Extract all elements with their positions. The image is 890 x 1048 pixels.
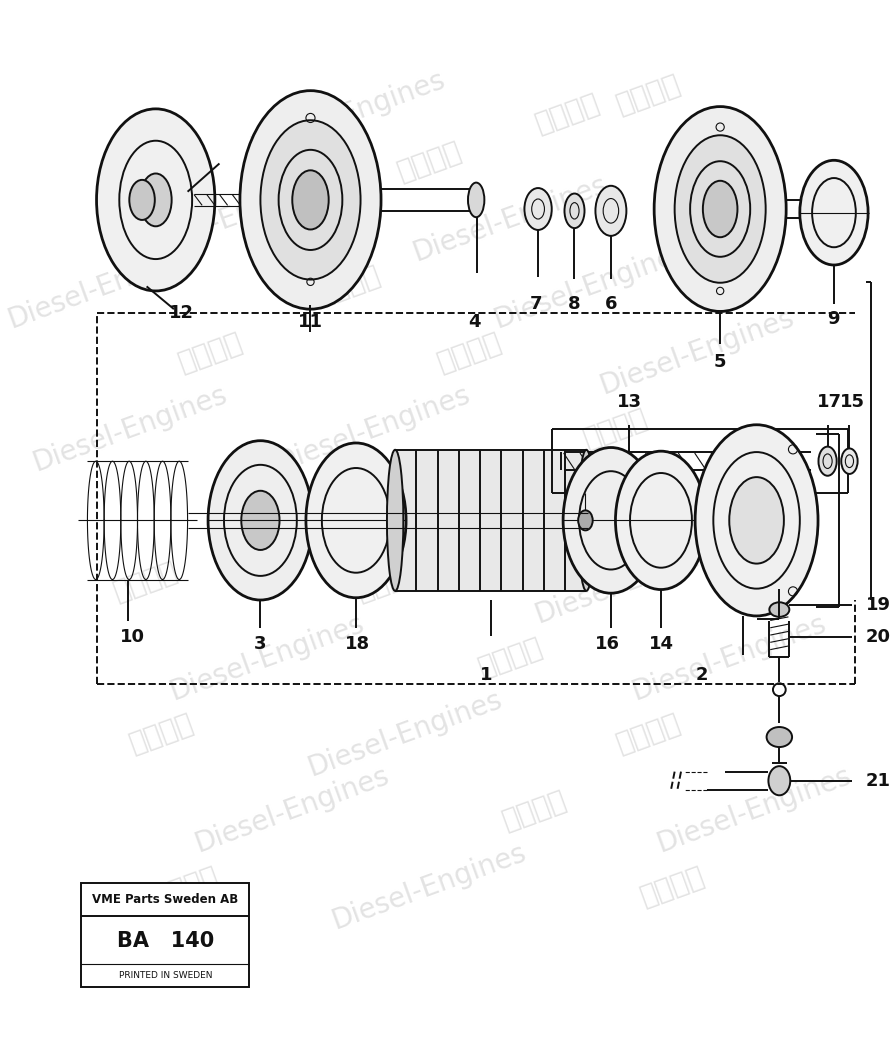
- Text: 18: 18: [345, 635, 370, 653]
- Text: 14: 14: [650, 635, 675, 653]
- Ellipse shape: [578, 450, 595, 591]
- Text: 6: 6: [604, 294, 617, 312]
- Text: 紫发动力: 紫发动力: [717, 194, 789, 243]
- Ellipse shape: [800, 160, 868, 265]
- Ellipse shape: [387, 450, 403, 591]
- Text: 紫发动力: 紫发动力: [498, 786, 570, 835]
- Ellipse shape: [578, 510, 593, 530]
- Text: 12: 12: [169, 304, 194, 322]
- Ellipse shape: [769, 603, 789, 617]
- Ellipse shape: [240, 91, 381, 309]
- Ellipse shape: [140, 174, 172, 226]
- Text: 19: 19: [866, 596, 890, 614]
- Text: 紫发动力: 紫发动力: [150, 863, 222, 911]
- Text: 紫发动力: 紫发动力: [125, 709, 198, 759]
- Ellipse shape: [563, 447, 659, 593]
- Text: Diesel-Engines: Diesel-Engines: [409, 171, 611, 267]
- Text: 紫发动力: 紫发动力: [312, 261, 384, 310]
- Text: 紫发动力: 紫发动力: [109, 556, 182, 606]
- Text: 21: 21: [866, 771, 890, 790]
- Text: 13: 13: [617, 393, 642, 411]
- Text: 紫发动力: 紫发动力: [636, 863, 708, 911]
- Ellipse shape: [564, 194, 585, 228]
- Text: 紫发动力: 紫发动力: [206, 480, 279, 529]
- Text: Diesel-Engines: Diesel-Engines: [303, 685, 506, 782]
- Ellipse shape: [616, 452, 707, 590]
- Text: Diesel-Engines: Diesel-Engines: [125, 171, 328, 267]
- Text: Diesel-Engines: Diesel-Engines: [190, 762, 392, 858]
- Text: 紫发动力: 紫发动力: [531, 89, 603, 138]
- Ellipse shape: [768, 766, 790, 795]
- Text: Diesel-Engines: Diesel-Engines: [4, 237, 206, 333]
- Ellipse shape: [241, 490, 279, 550]
- Ellipse shape: [306, 443, 406, 597]
- Text: VME Parts Sweden AB: VME Parts Sweden AB: [93, 893, 239, 905]
- Ellipse shape: [695, 424, 818, 616]
- Ellipse shape: [729, 477, 784, 564]
- Ellipse shape: [819, 446, 837, 476]
- Ellipse shape: [208, 441, 312, 601]
- Bar: [81, 882, 249, 987]
- Text: 16: 16: [595, 635, 619, 653]
- Text: Diesel-Engines: Diesel-Engines: [652, 762, 854, 858]
- Text: Diesel-Engines: Diesel-Engines: [271, 380, 473, 477]
- Ellipse shape: [595, 185, 627, 236]
- Ellipse shape: [129, 180, 155, 220]
- Text: 1: 1: [480, 667, 492, 684]
- Text: Diesel-Engines: Diesel-Engines: [247, 66, 449, 162]
- Text: 10: 10: [119, 628, 144, 646]
- Ellipse shape: [654, 107, 786, 311]
- Text: Diesel-Engines: Diesel-Engines: [166, 609, 368, 705]
- Text: 2: 2: [696, 667, 708, 684]
- Text: Diesel-Engines: Diesel-Engines: [628, 609, 830, 705]
- Text: 紫发动力: 紫发动力: [579, 405, 651, 453]
- Text: 15: 15: [839, 393, 865, 411]
- Text: 紫发动力: 紫发动力: [393, 137, 465, 185]
- Text: Diesel-Engines: Diesel-Engines: [28, 380, 231, 477]
- Ellipse shape: [292, 171, 328, 230]
- Text: Diesel-Engines: Diesel-Engines: [530, 533, 733, 630]
- Text: Diesel-Engines: Diesel-Engines: [384, 457, 587, 553]
- Bar: [395, 450, 587, 591]
- Text: 紫发动力: 紫发动力: [676, 137, 748, 185]
- Ellipse shape: [468, 182, 484, 217]
- Text: 紫发动力: 紫发动力: [474, 633, 546, 682]
- Ellipse shape: [524, 188, 552, 230]
- Text: Diesel-Engines: Diesel-Engines: [490, 237, 692, 333]
- Text: 9: 9: [827, 310, 839, 328]
- Text: 紫发动力: 紫发动力: [433, 328, 506, 377]
- Text: PRINTED IN SWEDEN: PRINTED IN SWEDEN: [118, 971, 212, 980]
- Text: 4: 4: [468, 313, 481, 331]
- Text: 5: 5: [714, 353, 726, 371]
- Ellipse shape: [96, 109, 214, 291]
- Text: BA   140: BA 140: [117, 932, 214, 952]
- Text: 紫发动力: 紫发动力: [693, 480, 765, 529]
- Text: 11: 11: [298, 313, 323, 331]
- Text: 7: 7: [530, 294, 543, 312]
- Text: 20: 20: [866, 628, 890, 646]
- Text: 17: 17: [817, 393, 842, 411]
- Text: 紫发动力: 紫发动力: [174, 328, 247, 377]
- Text: 8: 8: [568, 294, 581, 312]
- Text: Diesel-Engines: Diesel-Engines: [595, 304, 797, 400]
- Text: Diesel-Engines: Diesel-Engines: [328, 838, 530, 935]
- Ellipse shape: [675, 135, 765, 283]
- Ellipse shape: [261, 121, 360, 280]
- Text: 紫发动力: 紫发动力: [352, 556, 425, 606]
- Text: 紫发动力: 紫发动力: [612, 709, 684, 759]
- Ellipse shape: [703, 181, 738, 237]
- Text: 3: 3: [255, 635, 267, 653]
- Ellipse shape: [766, 727, 792, 747]
- Text: 紫发动力: 紫发动力: [109, 137, 182, 185]
- Ellipse shape: [841, 449, 858, 474]
- Text: 紫发动力: 紫发动力: [612, 70, 684, 119]
